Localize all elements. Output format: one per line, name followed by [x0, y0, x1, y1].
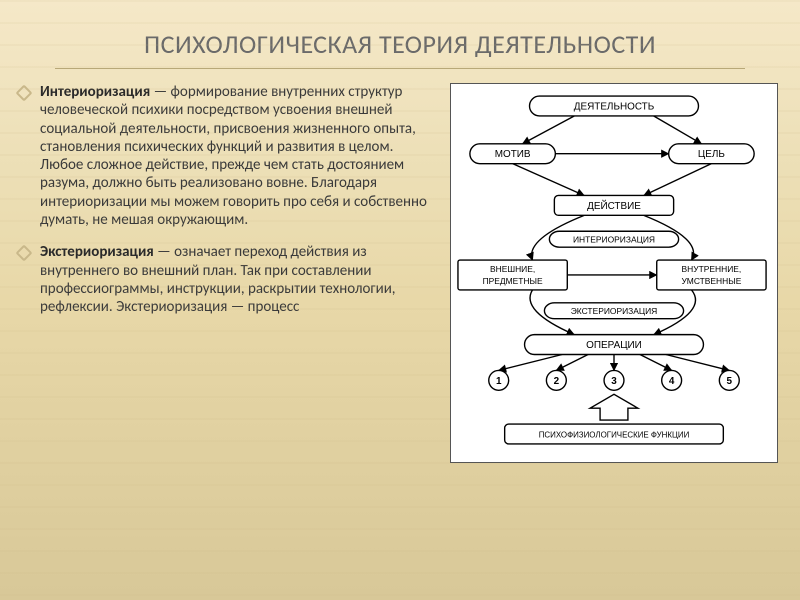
- bullet-2-term: Экстериоризация: [40, 243, 154, 261]
- svg-text:2: 2: [554, 376, 560, 387]
- svg-text:ЭКСТЕРИОРИЗАЦИЯ: ЭКСТЕРИОРИЗАЦИЯ: [571, 306, 658, 316]
- title-underline: [55, 68, 745, 69]
- bullet-marker-icon: [16, 85, 33, 102]
- bullet-1: Интериоризация — формирование внутренних…: [14, 83, 438, 229]
- bullet-2-text: Экстериоризация — означает переход дейст…: [40, 243, 438, 316]
- svg-text:УМСТВЕННЫЕ: УМСТВЕННЫЕ: [681, 276, 741, 286]
- page-title: ПСИХОЛОГИЧЕСКАЯ ТЕОРИЯ ДЕЯТЕЛЬНОСТИ: [0, 0, 800, 68]
- svg-text:ОПЕРАЦИИ: ОПЕРАЦИИ: [586, 340, 642, 351]
- bullet-marker-icon: [16, 245, 33, 262]
- bullet-1-text: Интериоризация — формирование внутренних…: [40, 83, 438, 229]
- bullet-2: Экстериоризация — означает переход дейст…: [14, 243, 438, 316]
- bullet-1-term: Интериоризация: [40, 83, 150, 101]
- svg-text:ЦЕЛЬ: ЦЕЛЬ: [698, 149, 725, 160]
- svg-text:ДЕЯТЕЛЬНОСТЬ: ДЕЯТЕЛЬНОСТЬ: [574, 102, 655, 113]
- diagram-panel: ДЕЯТЕЛЬНОСТЬ МОТИВ ЦЕЛЬ ДЕЙСТВИЕ ИНТЕРИОРИЗА…: [450, 83, 778, 463]
- svg-text:ИНТЕРИОРИЗАЦИЯ: ИНТЕРИОРИЗАЦИЯ: [573, 235, 655, 245]
- svg-text:МОТИВ: МОТИВ: [495, 149, 531, 160]
- svg-text:5: 5: [727, 376, 733, 387]
- bullet-1-rest: — формирование внутренних структур челов…: [40, 83, 427, 229]
- svg-text:4: 4: [669, 376, 675, 387]
- text-column: Интериоризация — формирование внутренних…: [14, 83, 438, 463]
- content-row: Интериоризация — формирование внутренних…: [0, 83, 800, 463]
- svg-text:ПСИХОФИЗИОЛОГИЧЕСКИЕ ФУНКЦИИ: ПСИХОФИЗИОЛОГИЧЕСКИЕ ФУНКЦИИ: [539, 430, 690, 439]
- svg-text:ПРЕДМЕТНЫЕ: ПРЕДМЕТНЫЕ: [483, 276, 543, 286]
- svg-text:3: 3: [611, 376, 617, 387]
- svg-text:ВНУТРЕННИЕ,: ВНУТРЕННИЕ,: [682, 264, 742, 274]
- svg-text:ВНЕШНИЕ,: ВНЕШНИЕ,: [490, 264, 535, 274]
- activity-theory-diagram: ДЕЯТЕЛЬНОСТЬ МОТИВ ЦЕЛЬ ДЕЙСТВИЕ ИНТЕРИОРИЗА…: [451, 84, 777, 462]
- svg-text:1: 1: [496, 376, 502, 387]
- svg-text:ДЕЙСТВИЕ: ДЕЙСТВИЕ: [587, 200, 641, 212]
